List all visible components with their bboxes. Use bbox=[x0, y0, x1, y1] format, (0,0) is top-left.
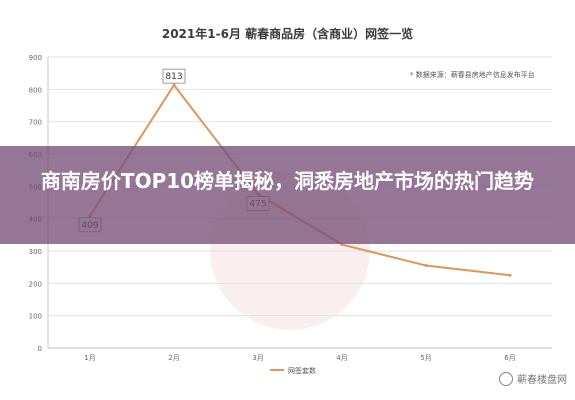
data-label: 813 bbox=[165, 72, 182, 82]
headline-overlay bbox=[0, 146, 575, 244]
y-tick-label: 700 bbox=[29, 119, 42, 127]
x-tick-label: 4月 bbox=[336, 354, 347, 362]
brand-text: 蕲春楼盘网 bbox=[517, 375, 567, 386]
y-tick-label: 200 bbox=[29, 280, 42, 288]
x-tick-label: 6月 bbox=[504, 354, 515, 362]
y-tick-label: 900 bbox=[29, 54, 42, 62]
data-label-box bbox=[162, 68, 186, 84]
brand-watermark: 蕲春楼盘网 bbox=[499, 371, 567, 386]
headline-text: 商南房价TOP10榜单揭秘，洞悉房地产市场的热门趋势 bbox=[40, 169, 535, 193]
data-source-note: * 数据来源：蕲春县房地产信息发布平台 bbox=[410, 71, 535, 79]
x-tick-label: 3月 bbox=[252, 354, 263, 362]
y-tick-label: 100 bbox=[29, 313, 42, 321]
data-point bbox=[424, 264, 428, 268]
data-point bbox=[172, 83, 176, 87]
data-point bbox=[508, 273, 512, 277]
legend-label: 网签套数 bbox=[288, 366, 316, 375]
x-tick-label: 5月 bbox=[420, 354, 431, 362]
x-tick-label: 2月 bbox=[168, 354, 179, 362]
y-tick-label: 0 bbox=[38, 345, 42, 353]
x-tick-label: 1月 bbox=[84, 354, 95, 362]
chart-title: 2021年1-6月 蕲春商品房（含商业）网签一览 bbox=[161, 27, 414, 41]
y-tick-label: 800 bbox=[29, 86, 42, 94]
wechat-icon bbox=[499, 371, 513, 386]
y-tick-label: 300 bbox=[29, 248, 42, 256]
